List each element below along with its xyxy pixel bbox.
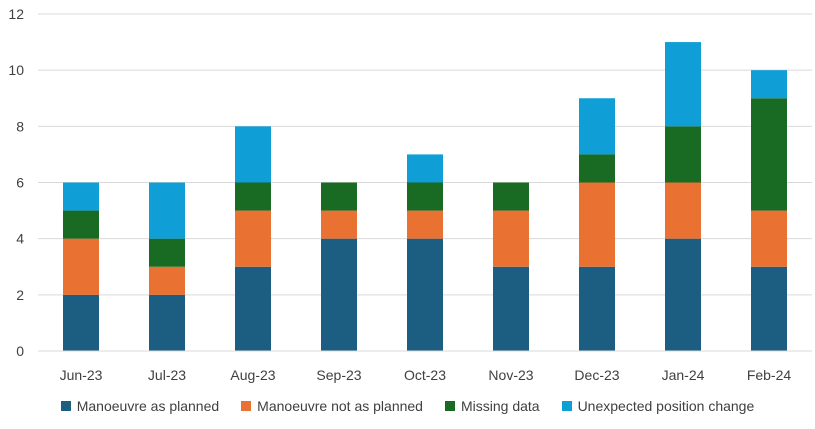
x-tick-label: Jan-24 [662, 367, 705, 383]
legend-label: Manoeuvre not as planned [257, 398, 423, 414]
bar-segment [751, 210, 787, 267]
x-tick-label: Jul-23 [148, 367, 186, 383]
bar-segment [63, 294, 99, 351]
bar-segment [235, 266, 271, 351]
legend-label: Manoeuvre as planned [76, 398, 220, 414]
x-tick-label: Jun-23 [60, 367, 103, 383]
bar-segment [665, 238, 701, 351]
x-tick-label: Sep-23 [316, 367, 361, 383]
bar-segment [321, 238, 357, 351]
legend-item: Manoeuvre as planned [60, 398, 220, 414]
legend-swatch [241, 401, 252, 411]
y-tick-label: 6 [16, 175, 24, 191]
bar-segment [149, 238, 185, 267]
x-tick-label: Feb-24 [747, 367, 792, 383]
y-tick-label: 0 [16, 343, 24, 359]
bar-segment [751, 70, 787, 99]
bar-segment [63, 182, 99, 211]
bar-segment [149, 294, 185, 351]
axes: 0 2 4 6 8 10 12 Jun-23 Jul-23 Aug-23 Sep-23 Oct-23 N… [8, 6, 812, 383]
bar-segment [407, 154, 443, 183]
legend-swatch [60, 401, 71, 411]
y-tick-label: 10 [8, 62, 24, 78]
legend-item: Manoeuvre not as planned [241, 398, 423, 414]
bar-segment [579, 98, 615, 155]
bar-segment [493, 266, 529, 351]
bar-segment [63, 238, 99, 295]
bar-segment [665, 126, 701, 183]
bar-segment [321, 210, 357, 239]
y-tick-label: 2 [16, 287, 24, 303]
legend-swatch [561, 401, 572, 411]
x-tick-label: Dec-23 [574, 367, 619, 383]
legend-label: Missing data [460, 398, 540, 414]
bar-segment [579, 182, 615, 267]
bar-segment [63, 210, 99, 239]
bar-segment [149, 266, 185, 295]
bar-segment [235, 182, 271, 211]
bars [63, 42, 787, 351]
legend-item: Missing data [444, 398, 540, 414]
bar-segment [665, 42, 701, 127]
y-tick-label: 12 [8, 6, 24, 22]
bar-segment [493, 182, 529, 211]
legend-label: Unexpected position change [577, 398, 755, 414]
x-tick-label: Nov-23 [488, 367, 533, 383]
bar-segment [407, 210, 443, 239]
bar-segment [751, 98, 787, 211]
bar-segment [407, 182, 443, 211]
bar-segment [235, 126, 271, 183]
bar-segment [751, 266, 787, 351]
legend: Manoeuvre as planned Manoeuvre not as pla… [0, 398, 815, 414]
x-tick-label: Aug-23 [230, 367, 275, 383]
bar-segment [321, 182, 357, 211]
bar-segment [579, 266, 615, 351]
bar-segment [235, 210, 271, 267]
bar-segment [493, 210, 529, 267]
legend-swatch [444, 401, 455, 411]
chart-plot: 0 2 4 6 8 10 12 Jun-23 Jul-23 Aug-23 Sep-23 Oct-23 N… [8, 6, 812, 383]
y-tick-label: 4 [16, 231, 24, 247]
legend-item: Unexpected position change [561, 398, 755, 414]
bar-segment [579, 154, 615, 183]
bar-segment [149, 182, 185, 239]
bar-segment [407, 238, 443, 351]
y-tick-label: 8 [16, 118, 24, 134]
x-tick-label: Oct-23 [404, 367, 446, 383]
bar-segment [665, 182, 701, 239]
